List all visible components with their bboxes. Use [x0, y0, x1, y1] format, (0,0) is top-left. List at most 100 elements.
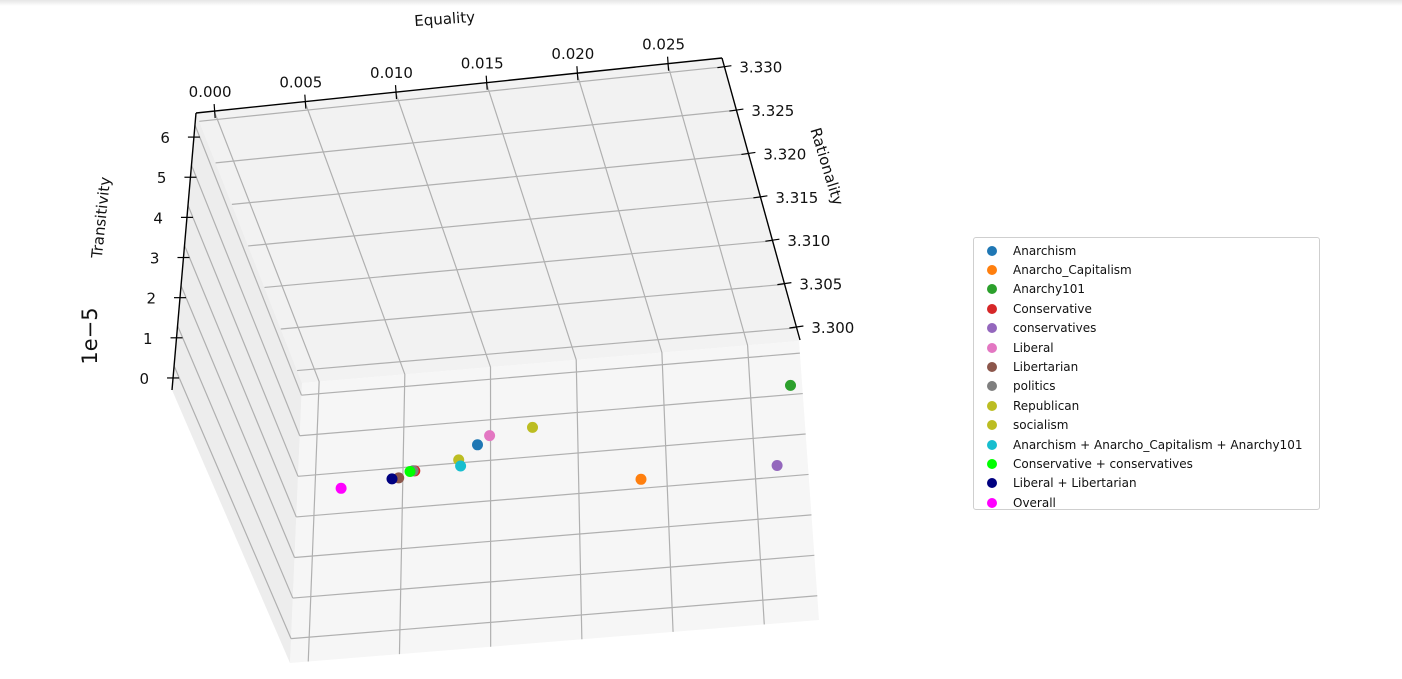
tick-label-equality: 0.005 [279, 74, 322, 92]
tick-label-equality: 0.015 [461, 55, 504, 73]
axis-line-rationality [721, 57, 801, 341]
tick-label-rationality: 3.325 [751, 102, 794, 120]
point-overall [335, 482, 347, 494]
axis-line-transitivity [171, 112, 197, 391]
legend-item: conservatives [974, 319, 1319, 338]
tick-rationality [717, 65, 732, 69]
grid-line-rationality [215, 109, 737, 164]
tick-rationality [777, 282, 792, 286]
legend-label: Conservative [1013, 301, 1092, 316]
point-liberal [484, 430, 496, 442]
legend-marker [987, 497, 997, 508]
grid-line-transitivity [294, 514, 812, 559]
tick-equality [394, 85, 398, 100]
pane-equality-rationality [196, 58, 799, 383]
legend-marker [987, 439, 997, 450]
pane-rationality-transitivity [172, 113, 302, 663]
legend-item: Overall [974, 493, 1319, 512]
grid-line-transitivity [301, 352, 800, 396]
grid-line-rationality [264, 240, 772, 289]
legend-marker [987, 420, 997, 431]
point-conservative-conservatives [404, 466, 416, 477]
tick-label-rationality: 3.320 [763, 145, 806, 163]
legend-marker [987, 323, 997, 334]
legend-label: socialism [1013, 418, 1069, 433]
legend-label: politics [1013, 379, 1056, 394]
grid-line-transitivity-side [190, 164, 301, 436]
grid-line-transitivity [290, 595, 818, 640]
axis-offset-transitivity: 1e−5 [78, 307, 102, 364]
legend-item: Anarchism [974, 241, 1319, 260]
tick-label-equality: 0.000 [189, 83, 232, 101]
legend-label: Liberal [1013, 340, 1054, 355]
legend-label: Anarchy101 [1013, 282, 1086, 297]
point-anarchism-anarcho-capitalism-anarchy101 [455, 460, 467, 472]
tick-label-rationality: 3.300 [811, 319, 854, 337]
legend-label: Anarchism + Anarcho_Capitalism + Anarchy… [1013, 437, 1303, 452]
legend-label: conservatives [1013, 321, 1097, 336]
tick-rationality [789, 325, 804, 329]
legend-marker [987, 245, 997, 256]
legend-marker [987, 342, 997, 353]
window-top-edge [0, 0, 1402, 6]
legend-item: Anarchism + Anarcho_Capitalism + Anarchy… [974, 435, 1319, 454]
tick-label-equality: 0.025 [642, 36, 685, 54]
tick-label-transitivity: 6 [160, 129, 170, 147]
grid-line-equality [394, 91, 492, 647]
grid-line-rationality [248, 196, 760, 247]
tick-label-equality: 0.020 [551, 45, 594, 63]
tick-label-rationality: 3.305 [799, 276, 842, 294]
grid-line-transitivity-side [177, 325, 294, 599]
tick-equality [485, 75, 488, 90]
tick-equality [213, 104, 216, 119]
legend-item: Republican [974, 396, 1319, 415]
legend-item: Liberal [974, 338, 1319, 357]
axis-line-equality [195, 57, 723, 114]
legend-label: Libertarian [1013, 360, 1079, 375]
tick-label-transitivity: 1 [143, 330, 153, 348]
point-liberal-libertarian [386, 473, 398, 485]
grid-line-rationality [280, 283, 784, 330]
axis-panes [172, 58, 819, 663]
tick-label-rationality: 3.310 [787, 232, 830, 250]
legend-marker [987, 478, 997, 489]
grid-line-equality [667, 63, 765, 625]
legend-item: Conservative [974, 299, 1319, 318]
tick-label-transitivity: 2 [146, 290, 156, 308]
legend-marker [987, 303, 997, 314]
tick-label-equality: 0.010 [370, 64, 413, 82]
grid-line-transitivity-side [183, 245, 297, 518]
pane-equality-transitivity [290, 341, 819, 663]
legend-marker [987, 265, 997, 276]
point-anarcho-capitalism [635, 473, 647, 485]
tick-equality [304, 94, 307, 109]
legend-item: Liberal + Libertarian [974, 474, 1319, 493]
tick-label-rationality: 3.315 [775, 189, 818, 207]
tick-label-transitivity: 5 [157, 169, 167, 187]
tick-label-transitivity: 0 [139, 370, 149, 388]
data-points [335, 379, 796, 494]
grid-line-transitivity [292, 554, 815, 599]
legend: Anarchism Anarcho_Capitalism Anarchy101 Con… [973, 237, 1320, 510]
tick-label-transitivity: 3 [150, 250, 160, 268]
grid-line-transitivity-side [187, 205, 299, 477]
legend-label: Liberal + Libertarian [1013, 476, 1137, 491]
legend-label: Anarcho_Capitalism [1013, 263, 1132, 278]
grid-line-rationality [297, 327, 796, 372]
scatter-3d-plot: 0.000 0.005 0.010 0.015 0.020 0.025 3.300 3.305… [78, 8, 854, 663]
grid-line-transitivity [299, 392, 803, 437]
grid-line-equality [213, 110, 320, 662]
tick-equality [666, 56, 670, 71]
legend-marker [987, 362, 997, 373]
tick-label-transitivity: 4 [153, 209, 163, 227]
grid-line-rationality [199, 66, 725, 122]
tick-equality [576, 66, 579, 81]
legend-item: Libertarian [974, 357, 1319, 376]
legend-label: Conservative + conservatives [1013, 456, 1193, 471]
axis-lines [171, 57, 801, 391]
point-conservatives [771, 460, 783, 471]
point-anarchism [472, 439, 483, 451]
legend-marker [987, 400, 997, 411]
axis-title-equality: Equality [414, 8, 476, 30]
legend-marker [987, 458, 997, 469]
